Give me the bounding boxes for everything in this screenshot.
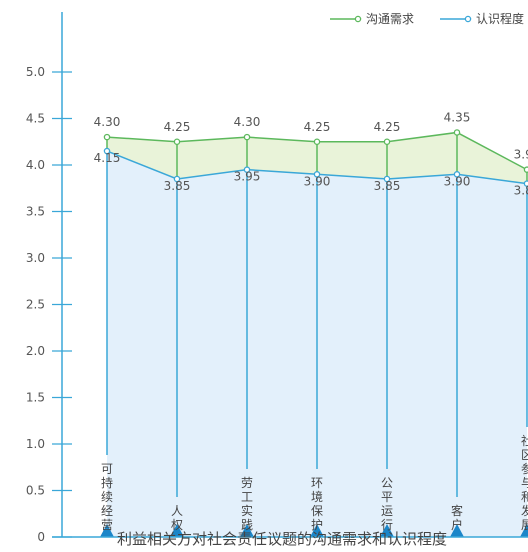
chart-title: 利益相关方对社会责任议题的沟通需求和认识程度: [117, 530, 447, 548]
awareness-point: [523, 180, 528, 187]
base-triangle-icon: [450, 524, 464, 537]
y-tick-label: 0.5: [26, 484, 45, 498]
base-triangle-icon: [240, 524, 254, 537]
y-tick-label: 3.5: [26, 205, 45, 219]
points-layer: [103, 129, 528, 187]
awareness-point: [313, 171, 321, 178]
demand-point: [383, 138, 391, 145]
legend: 沟通需求 认识程度: [330, 11, 524, 26]
demand-point: [523, 166, 528, 173]
y-tick-label: 3.0: [26, 251, 45, 265]
demand-value-label: 4.25: [164, 120, 191, 134]
awareness-point: [383, 175, 391, 183]
awareness-value-label: 3.95: [234, 170, 261, 184]
awareness-value-label: 4.15: [94, 151, 121, 165]
awareness-value-label: 3.85: [374, 179, 401, 193]
y-tick-label: 4.5: [26, 112, 45, 126]
category-label: 劳工实践: [241, 476, 253, 532]
base-triangle-icon: [380, 524, 394, 537]
demand-value-label: 4.25: [304, 120, 331, 134]
value-labels-layer: 4.30 4.25 4.30 4.25 4.25 4.35 3.95 4.15 3.85 3.95…: [94, 110, 528, 197]
y-tick-label: 5.0: [26, 65, 45, 79]
awareness-value-label: 3.80: [514, 184, 528, 198]
demand-value-label: 4.30: [234, 115, 261, 129]
y-axis: 0 0.5 1.0 1.5 2.0 2.5 3.0 3.5 4.0 4.5 5.0: [26, 12, 528, 544]
base-triangle-icon: [520, 524, 528, 537]
awareness-value-label: 3.85: [164, 179, 191, 193]
category-label: 公平运行: [381, 476, 393, 532]
demand-point: [313, 138, 321, 145]
category-label: 客户: [451, 503, 463, 532]
demand-point: [453, 129, 461, 136]
y-tick-label: 4.0: [26, 158, 45, 172]
awareness-value-label: 3.90: [444, 174, 471, 188]
stems-layer: [100, 132, 528, 537]
awareness-point: [103, 147, 111, 155]
demand-value-label: 4.35: [444, 110, 471, 124]
y-tick-label: 2.5: [26, 298, 45, 312]
base-triangle-icon: [170, 524, 184, 537]
demand-point: [103, 133, 111, 141]
legend-demand-marker: [354, 15, 362, 23]
awareness-value-label: 3.90: [304, 174, 331, 188]
legend-awareness-label: 认识程度: [476, 11, 524, 26]
demand-point: [173, 138, 181, 145]
base-triangle-icon: [310, 524, 324, 537]
legend-demand-label: 沟通需求: [366, 12, 414, 26]
category-label: 环境保护: [311, 476, 323, 532]
demand-value-label: 4.25: [374, 120, 401, 134]
awareness-point: [173, 175, 181, 183]
demand-value-label: 3.95: [514, 148, 528, 162]
y-tick-label: 2.0: [26, 344, 45, 358]
category-label: 人权: [171, 504, 183, 532]
awareness-point: [453, 171, 461, 178]
y-tick-label: 1.0: [26, 437, 45, 451]
awareness-point: [243, 166, 251, 173]
demand-point: [243, 133, 251, 141]
legend-awareness-marker: [464, 15, 472, 23]
demand-value-label: 4.30: [94, 115, 121, 129]
base-triangle-icon: [100, 524, 114, 537]
y-tick-label: 0: [37, 530, 45, 544]
category-label: 社区参与和发展: [521, 433, 528, 532]
y-tick-label: 1.5: [26, 391, 45, 405]
category-label: 可持续经营: [101, 462, 113, 532]
